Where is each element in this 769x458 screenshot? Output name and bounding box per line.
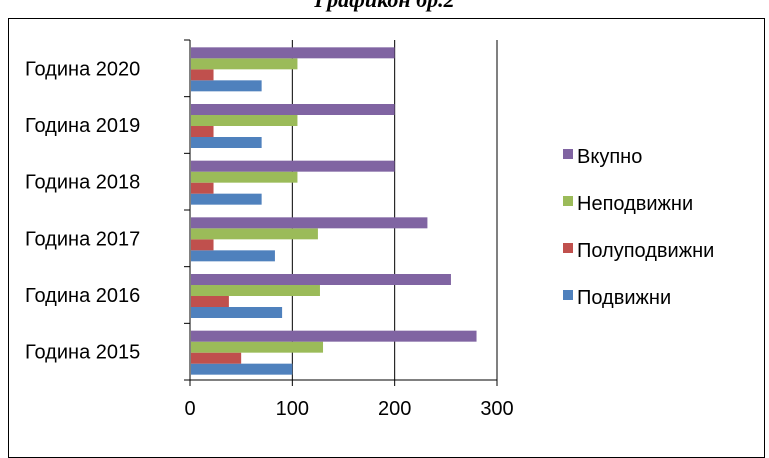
legend-label: Подвижни: [577, 287, 671, 309]
category-label: Година 2020: [25, 58, 140, 80]
legend-label: Неподвижни: [577, 193, 693, 215]
bar: [191, 352, 242, 364]
bar: [191, 182, 214, 194]
bar: [191, 341, 324, 353]
x-tick-label: 200: [378, 398, 411, 420]
chart-frame: [8, 18, 765, 458]
category-label: Година 2018: [25, 172, 140, 194]
bar: [191, 47, 395, 59]
bar: [191, 171, 298, 183]
bar: [191, 296, 229, 307]
bar: [191, 250, 275, 262]
bar-chart: 0 100 200 300 Година 2015 Година 2016 Година 2…: [25, 39, 714, 420]
bar: [191, 217, 428, 229]
bar: [191, 104, 395, 115]
bar: [191, 58, 298, 70]
bar: [191, 69, 214, 81]
category-label: Година 2017: [25, 228, 140, 250]
x-tick-label: 100: [276, 398, 309, 420]
chart-title: Графикон бр.2: [0, 0, 769, 13]
category-label: Година 2015: [25, 342, 140, 364]
bar: [191, 228, 318, 240]
bar: [191, 137, 262, 148]
bar: [191, 330, 477, 342]
legend-swatch: [563, 243, 573, 253]
x-tick-label: 300: [480, 398, 513, 420]
bar: [191, 193, 262, 205]
bar: [191, 307, 283, 318]
legend-swatch: [563, 290, 573, 300]
bar: [191, 239, 214, 251]
bar: [191, 115, 298, 126]
category-label: Година 2016: [25, 285, 140, 307]
legend-swatch: [563, 196, 573, 206]
bar: [191, 160, 395, 172]
bar: [191, 126, 214, 137]
category-label: Година 2019: [25, 115, 140, 137]
bar: [191, 80, 262, 92]
bar: [191, 363, 293, 375]
legend-swatch: [563, 149, 573, 159]
bar: [191, 274, 451, 285]
legend-label: Вкупно: [577, 146, 642, 168]
bar: [191, 285, 320, 296]
x-tick-label: 0: [184, 398, 195, 420]
legend-label: Полуподвижни: [577, 240, 714, 262]
